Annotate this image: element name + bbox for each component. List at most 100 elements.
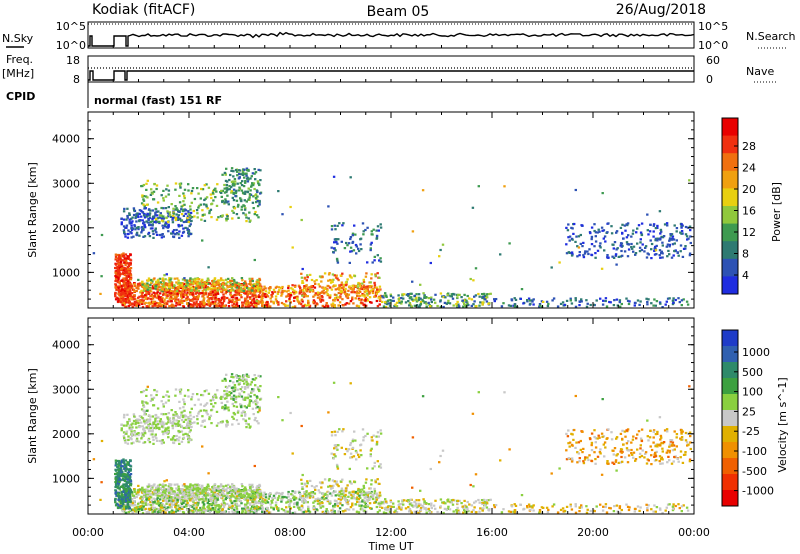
- data-cell: [180, 205, 183, 208]
- data-cell: [237, 497, 241, 500]
- data-cell: [183, 277, 186, 280]
- data-cell: [156, 279, 160, 282]
- data-cell: [483, 295, 487, 298]
- data-cell: [159, 502, 163, 505]
- data-cell: [178, 291, 181, 294]
- data-cell: [192, 507, 196, 510]
- data-cell: [166, 221, 170, 224]
- data-cell: [129, 278, 133, 281]
- data-cell: [641, 243, 644, 246]
- data-cell: [141, 497, 144, 500]
- data-cell: [175, 207, 178, 210]
- data-cell: [239, 182, 242, 185]
- data-cell: [357, 283, 360, 286]
- data-cell: [344, 303, 347, 306]
- data-cell: [224, 198, 227, 201]
- data-cell: [126, 257, 129, 260]
- data-cell: [284, 509, 287, 512]
- data-cell: [300, 509, 303, 512]
- data-cell: [622, 237, 625, 240]
- freq-label-1: Freq.: [6, 53, 33, 66]
- data-cell: [247, 511, 250, 515]
- data-cell: [584, 250, 587, 253]
- data-cell: [205, 205, 208, 208]
- data-cell: [369, 507, 372, 510]
- data-cell: [223, 501, 226, 505]
- data-cell: [332, 505, 335, 508]
- data-cell: [238, 172, 241, 176]
- data-cell: [665, 300, 668, 303]
- data-cell: [169, 278, 172, 281]
- data-cell: [124, 253, 128, 256]
- data-cell: [257, 216, 260, 219]
- colorbar-swatch: [722, 118, 738, 137]
- data-cell: [371, 495, 375, 498]
- data-cell: [314, 292, 317, 295]
- data-cell: [181, 507, 184, 510]
- data-cell: [220, 511, 223, 514]
- data-cell: [296, 505, 299, 508]
- data-cell: [167, 206, 170, 209]
- data-cell: [277, 301, 280, 304]
- data-cell: [417, 504, 421, 507]
- data-cell: [613, 241, 617, 244]
- data-cell: [198, 278, 201, 281]
- data-cell: [233, 279, 236, 282]
- data-cell: [266, 507, 269, 510]
- data-cell: [131, 501, 134, 504]
- data-cell: [408, 297, 412, 300]
- data-cell: [485, 501, 488, 504]
- data-cell: [425, 305, 428, 308]
- data-cell: [306, 290, 309, 293]
- data-cell: [244, 305, 247, 309]
- colorbar-tick-label: 28: [742, 140, 756, 153]
- data-cell: [123, 261, 126, 264]
- data-cell: [187, 230, 190, 233]
- data-cell: [666, 297, 670, 300]
- data-cell: [370, 490, 373, 494]
- data-cell: [249, 502, 252, 505]
- data-cell: [349, 236, 353, 239]
- data-cell: [208, 286, 211, 290]
- data-cell: [253, 283, 256, 286]
- data-cell: [157, 504, 161, 507]
- data-cell: [212, 192, 215, 196]
- data-cell: [140, 202, 144, 205]
- colorbar-swatch: [722, 170, 738, 189]
- data-cell: [137, 287, 140, 290]
- data-cell: [333, 274, 336, 277]
- colorbar-swatch: [722, 135, 738, 154]
- data-cell: [342, 304, 345, 307]
- data-cell: [668, 238, 672, 241]
- data-cell: [189, 211, 193, 214]
- data-cell: [189, 509, 192, 512]
- data-cell: [156, 304, 160, 308]
- data-cell: [654, 304, 657, 307]
- data-cell: [270, 295, 274, 298]
- data-cell: [145, 511, 148, 514]
- data-cell: [393, 304, 396, 308]
- data-cell: [288, 299, 291, 302]
- data-cell: [374, 273, 377, 276]
- data-cell: [445, 508, 448, 511]
- data-cell: [349, 300, 353, 303]
- data-cell: [283, 495, 286, 499]
- data-cell: [259, 301, 263, 304]
- data-cell: [166, 184, 169, 187]
- data-cell: [174, 286, 177, 290]
- data-cell: [447, 292, 450, 295]
- data-cell: [234, 180, 237, 183]
- freq-panel: Freq. [MHz] 18 8 60 0 Nave: [2, 53, 776, 86]
- data-cell: [192, 303, 196, 306]
- data-cell: [465, 505, 468, 508]
- data-cell: [238, 187, 242, 190]
- data-cell: [677, 297, 680, 300]
- data-cell: [401, 293, 404, 296]
- data-cell: [627, 248, 631, 251]
- data-cell: [427, 297, 430, 300]
- data-cell: [174, 293, 177, 296]
- data-cell: [168, 277, 171, 280]
- data-cell: [178, 210, 181, 213]
- data-cell: [165, 282, 168, 285]
